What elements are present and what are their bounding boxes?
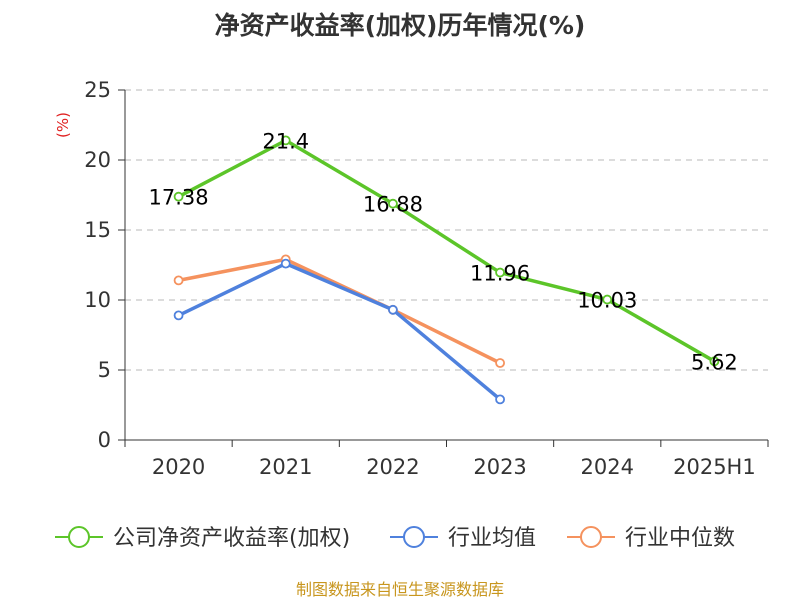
y-axis-label: (%) (54, 112, 72, 138)
data-label: 21.4 (262, 129, 309, 153)
x-tick-label: 2022 (366, 455, 419, 479)
data-point (280, 135, 291, 146)
data-point (495, 394, 505, 405)
x-tick-label: 2021 (259, 455, 312, 479)
legend-marker (580, 526, 602, 548)
data-labels: 17.38 21.4 16.88 11.96 10.03 5.62 (149, 129, 738, 374)
y-tick-label: 0 (98, 428, 111, 452)
data-point (173, 191, 184, 202)
grid (125, 89, 768, 371)
data-point (495, 358, 505, 368)
data-point (602, 294, 613, 305)
data-point (709, 356, 720, 367)
y-tick-label: 5 (98, 358, 111, 382)
legend-label: 行业中位数 (625, 526, 735, 551)
x-tick-label: 2020 (152, 455, 205, 479)
series-line (177, 261, 502, 401)
x-tick-label: 2025H1 (673, 455, 756, 479)
data-label: 16.88 (363, 193, 423, 217)
series-line (178, 257, 501, 365)
data-label: 5.62 (691, 350, 738, 374)
legend-marker (403, 526, 425, 548)
series-line (177, 138, 716, 363)
data-point (173, 310, 184, 321)
data-point (388, 198, 398, 209)
legend: 公司净资产收益率(加权) 行业均值 行业中位数 (55, 526, 735, 551)
data-point (388, 304, 398, 315)
y-tick-label: 10 (84, 288, 111, 312)
data-label: 10.03 (577, 289, 637, 313)
x-tick-label: 2024 (581, 455, 634, 479)
data-label: 11.96 (470, 262, 530, 286)
axes: 0 5 10 15 20 25 2020 2021 2022 2023 2024 2025H1 (84, 78, 769, 479)
legend-label: 公司净资产收益率(加权) (113, 526, 350, 551)
data-point (495, 267, 505, 278)
legend-label: 行业均值 (448, 526, 536, 551)
x-tick-label: 2023 (473, 455, 526, 479)
y-tick-label: 25 (84, 78, 111, 102)
data-label: 17.38 (149, 186, 209, 210)
data-point (173, 275, 184, 286)
data-point (280, 258, 291, 269)
y-tick-label: 20 (84, 148, 111, 172)
series-layer (173, 135, 720, 405)
legend-marker (68, 526, 90, 548)
y-tick-label: 15 (84, 218, 111, 242)
chart-title: 净资产收益率(加权)历年情况(%) (215, 11, 586, 40)
source-note: 制图数据来自恒生聚源数据库 (296, 580, 504, 599)
